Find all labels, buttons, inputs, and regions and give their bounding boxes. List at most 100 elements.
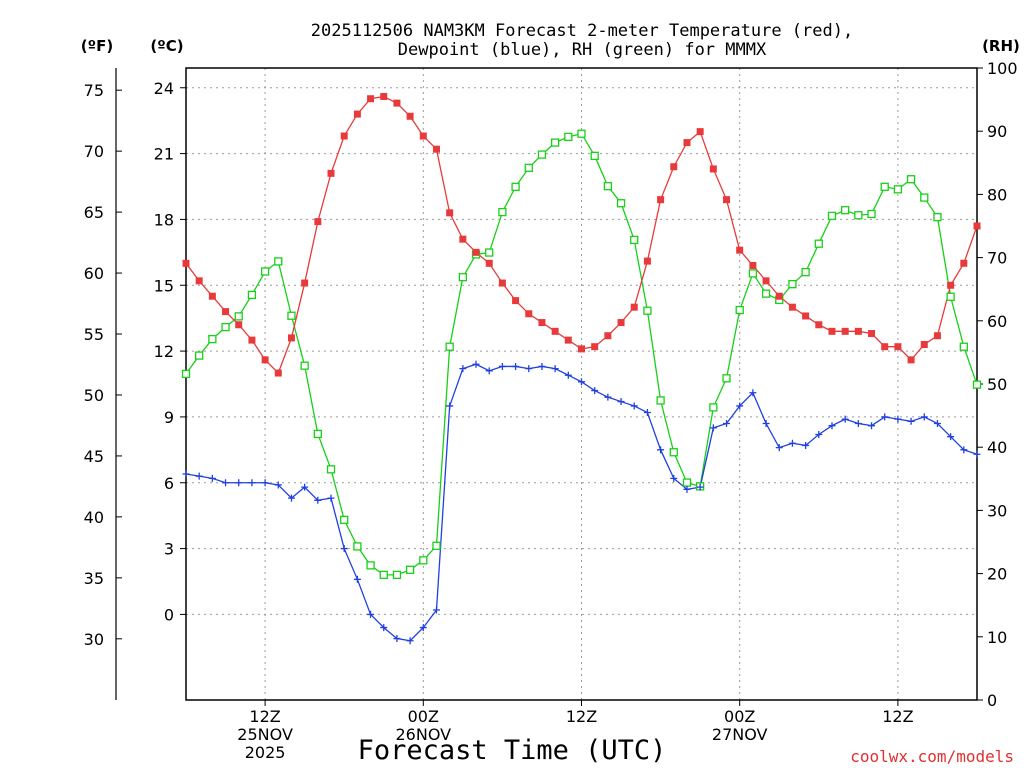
temperature-point: [380, 93, 388, 101]
dewpoint-point: [788, 439, 796, 447]
dewpoint-point: [933, 420, 941, 427]
celsius-axis-ticks: 24 21 18 15 12 9 6 3 0: [154, 79, 186, 624]
dewpoint-point: [723, 420, 731, 427]
dewpoint-point: [696, 483, 704, 491]
temperature-point: [947, 281, 955, 289]
dewpoint-point: [564, 371, 572, 379]
rh-point: [181, 369, 191, 379]
celsius-unit-label: (ºC): [150, 37, 183, 55]
rh-point: [300, 361, 309, 370]
rh-point: [419, 556, 428, 565]
celsius-tick-label: 6: [164, 474, 174, 493]
dewpoint-point: [432, 606, 440, 614]
rh-point: [498, 207, 507, 217]
temperature-point: [788, 303, 796, 311]
rh-tick-label: 30: [987, 501, 1007, 520]
celsius-tick-label: 3: [164, 540, 174, 559]
temperature-point: [683, 139, 691, 147]
dewpoint-point: [670, 474, 678, 482]
dewpoint-point: [868, 422, 876, 430]
time-tick-label: 12Z: [249, 707, 280, 726]
rh-tick-label: 90: [987, 122, 1007, 141]
dewpoint-point: [380, 624, 388, 632]
dewpoint-point: [327, 494, 335, 502]
rh-point: [682, 478, 692, 487]
rh-point: [643, 306, 652, 315]
chart-title-line2: Dewpoint (blue), RH (green) for MMMX: [398, 40, 767, 60]
rh-point: [432, 541, 441, 550]
dewpoint-point: [248, 479, 256, 487]
rh-point: [537, 150, 547, 159]
temperature-point: [393, 99, 401, 107]
rh-point: [630, 235, 639, 245]
dewpoint-point: [314, 496, 322, 504]
dewpoint-point: [920, 413, 928, 421]
temperature-point: [208, 292, 216, 300]
rh-tick-label: 20: [987, 565, 1007, 584]
rh-point: [709, 403, 718, 412]
temperature-point: [432, 145, 440, 153]
temperature-point: [894, 343, 902, 351]
temperature-point: [472, 248, 480, 256]
dewpoint-point: [709, 424, 717, 432]
rh-point: [722, 374, 731, 383]
rh-point: [920, 193, 929, 202]
rh-point: [814, 239, 823, 248]
dewpoint-point: [815, 430, 823, 438]
temperature-point: [182, 259, 190, 267]
rh-point: [867, 209, 876, 219]
dewpoint-point: [591, 387, 599, 395]
temperature-point: [498, 279, 506, 287]
dewpoint-point: [907, 417, 915, 425]
fahrenheit-tick-label: 65: [84, 203, 104, 222]
fahrenheit-tick-label: 35: [84, 569, 104, 588]
dewpoint-point: [472, 360, 480, 368]
time-tick-label: 25NOV: [237, 725, 293, 744]
temperature-point: [907, 356, 915, 364]
rh-point: [959, 342, 968, 351]
dewpoint-point: [538, 362, 546, 370]
rh-point: [603, 182, 613, 191]
rh-point: [854, 211, 863, 220]
dewpoint-point: [973, 450, 981, 458]
rh-series-line: [185, 132, 978, 576]
rh-point: [841, 206, 850, 215]
temperature-point: [578, 345, 585, 353]
temperature-point: [933, 332, 941, 340]
axes: [115, 67, 978, 701]
temperature-point: [195, 277, 203, 285]
temperature-point: [841, 327, 849, 335]
rh-unit-label: (RH): [982, 37, 1020, 55]
temperature-point: [261, 356, 269, 364]
time-tick-label: 12Z: [566, 707, 597, 726]
dewpoint-point: [828, 422, 836, 430]
dewpoint-point: [749, 389, 757, 397]
temperature-point: [551, 327, 559, 335]
rh-point: [313, 429, 322, 439]
rh-tick-label: 10: [987, 628, 1007, 647]
rh-point: [379, 570, 388, 580]
rh-point: [827, 211, 837, 221]
temperature-point: [512, 297, 520, 305]
rh-point: [788, 279, 797, 289]
rh-point: [524, 163, 533, 173]
x-axis-label: Forecast Time (UTC): [358, 735, 667, 766]
dewpoint-point: [736, 402, 744, 410]
dewpoint-point: [525, 365, 533, 373]
dewpoint-point: [274, 481, 282, 489]
dewpoint-point: [419, 624, 427, 632]
temperature-point: [723, 196, 731, 204]
temperature-point: [406, 112, 414, 120]
rh-point: [340, 515, 349, 525]
temperature-point: [973, 222, 981, 230]
rh-point: [326, 465, 336, 474]
dewpoint-point: [367, 610, 375, 618]
rh-point: [616, 199, 626, 208]
rh-point: [590, 151, 599, 160]
temperature-point: [314, 218, 322, 226]
time-tick-label: 2025: [245, 743, 286, 762]
dewpoint-point: [208, 474, 216, 482]
dewpoint-point: [802, 441, 810, 449]
celsius-tick-label: 9: [164, 408, 174, 427]
